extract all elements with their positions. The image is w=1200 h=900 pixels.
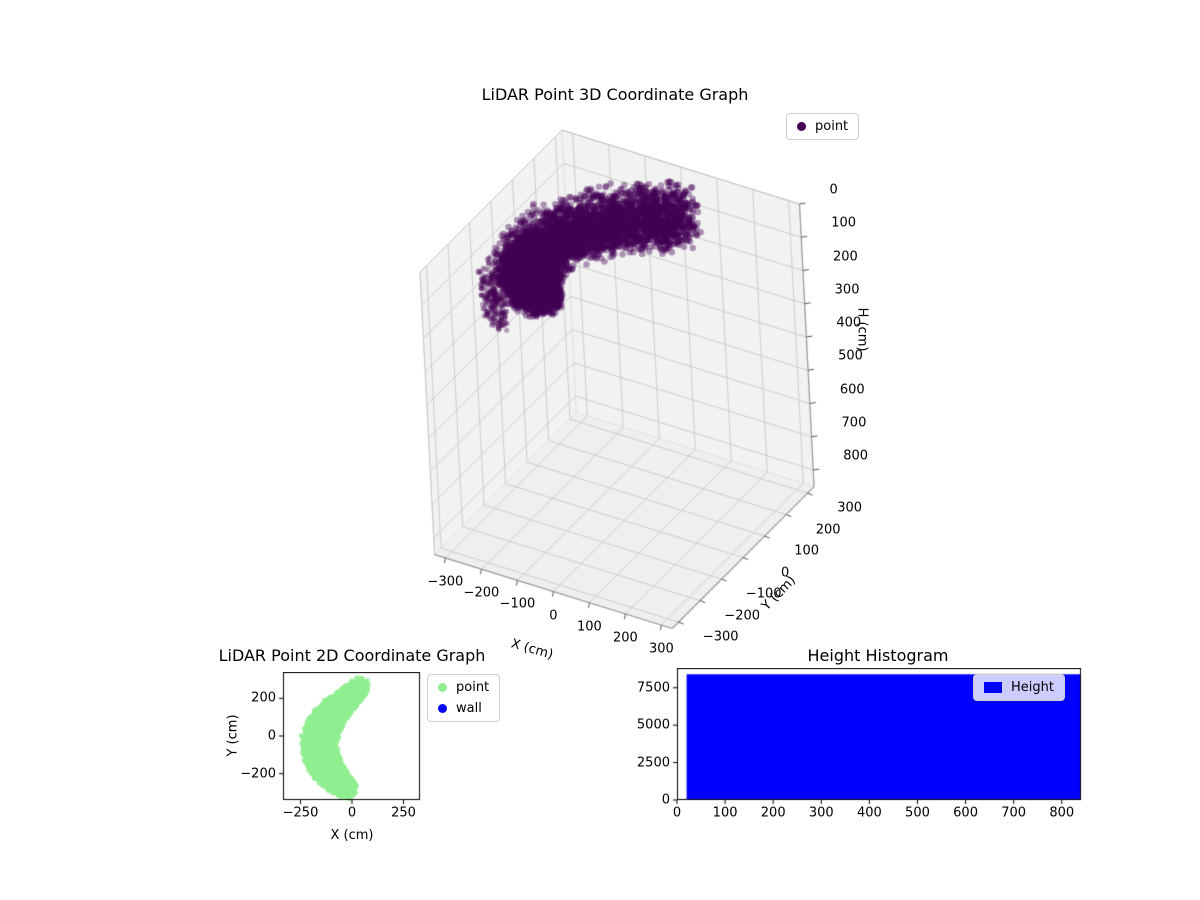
tick-label: 0 (661, 792, 670, 808)
3d-legend: point (786, 113, 860, 140)
point-marker-icon (438, 683, 447, 692)
tick-label: −200 (240, 766, 276, 782)
height-patch-icon (984, 682, 1002, 693)
lidar-3d-canvas (360, 100, 880, 660)
legend-label: Height (1011, 680, 1054, 695)
histogram-title: Height Histogram (807, 646, 949, 665)
legend-item-point: point (438, 680, 489, 695)
legend-label: point (456, 680, 490, 695)
wall-marker-icon (438, 704, 447, 713)
3d-chart-title: LiDAR Point 3D Coordinate Graph (481, 85, 749, 104)
3d-h-axis-label: H (cm) (854, 307, 870, 352)
point-marker-icon (797, 122, 806, 131)
legend-label: point (815, 119, 849, 134)
legend-item-height: Height (984, 680, 1054, 695)
legend-label: wall (456, 701, 482, 716)
lidar-2d-canvas (275, 672, 425, 812)
2d-legend: point wall (427, 674, 501, 722)
2d-x-axis-label: X (cm) (330, 828, 374, 843)
2d-chart-title: LiDAR Point 2D Coordinate Graph (218, 646, 486, 665)
tick-label: 200 (251, 690, 276, 706)
histogram-legend: Height (973, 674, 1065, 701)
legend-item-point: point (797, 119, 848, 134)
tick-label: 5000 (636, 717, 670, 733)
tick-label: 2500 (636, 755, 670, 771)
tick-label: 7500 (636, 680, 670, 696)
2d-y-axis-label: Y (cm) (225, 714, 241, 757)
legend-item-wall: wall (438, 701, 489, 716)
